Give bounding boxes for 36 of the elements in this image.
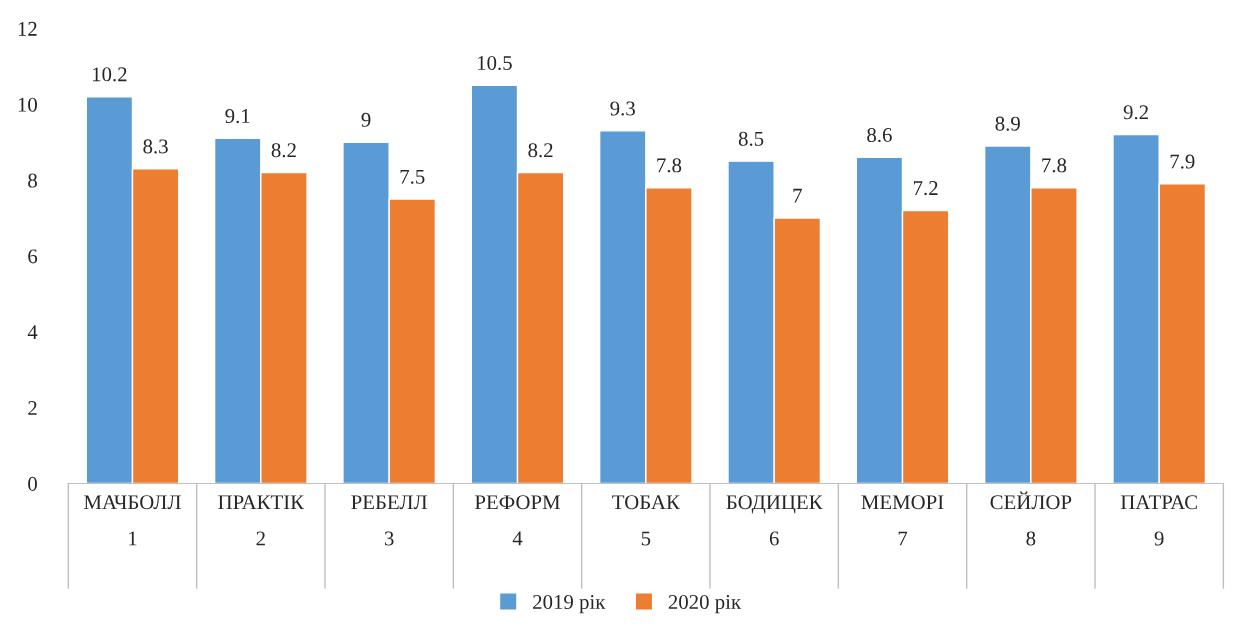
x-tick-label: СЕЙЛОР 8 (990, 491, 1072, 546)
data-label: 7.8 (657, 158, 682, 173)
data-label: 7.8 (1042, 158, 1067, 173)
x-tick-label: РЕБЕЛЛ 3 (351, 495, 428, 546)
data-label: 9 (361, 112, 371, 127)
data-label: 8.6 (867, 127, 892, 143)
data-label: 7 (793, 188, 802, 203)
y-tick-label: 12 (18, 21, 37, 36)
data-label: 9.3 (610, 101, 635, 116)
x-tick-label: РЕФОРМ 4 (475, 495, 560, 546)
legend-label: 2020 рік (668, 594, 742, 614)
y-tick-label: 10 (18, 97, 37, 112)
x-tick-label: ПАТРАС 9 (1120, 495, 1197, 546)
y-tick-label: 8 (28, 173, 37, 188)
x-tick-label: ПРАКТІК 2 (218, 495, 305, 546)
y-tick-label: 0 (28, 476, 37, 491)
x-tick-label: БОДИЦЕК 6 (726, 495, 823, 546)
y-tick-label: 4 (27, 325, 38, 340)
data-label: 8.3 (143, 139, 168, 154)
legend-label: 2019 рік (533, 594, 606, 614)
data-label: 9.1 (225, 109, 250, 124)
data-label: 8.5 (738, 131, 764, 146)
data-label: 10.2 (92, 67, 127, 82)
x-tick-label: МАЧБОЛЛ 1 (84, 495, 181, 546)
data-label: 8.2 (271, 143, 296, 158)
data-label: 8.2 (528, 143, 553, 158)
y-tick-label: 2 (28, 401, 37, 415)
data-label: 10.5 (478, 55, 512, 71)
data-label: 7.9 (1170, 154, 1195, 169)
data-label: 9.2 (1123, 105, 1148, 120)
x-tick-label: МЕМОРІ 7 (861, 495, 944, 546)
data-label: 7.2 (913, 181, 938, 196)
data-label: 7.5 (400, 169, 425, 184)
x-tick-label: ТОБАК 5 (612, 495, 680, 546)
data-label: 8.9 (995, 116, 1020, 131)
y-tick-label: 6 (28, 249, 38, 264)
